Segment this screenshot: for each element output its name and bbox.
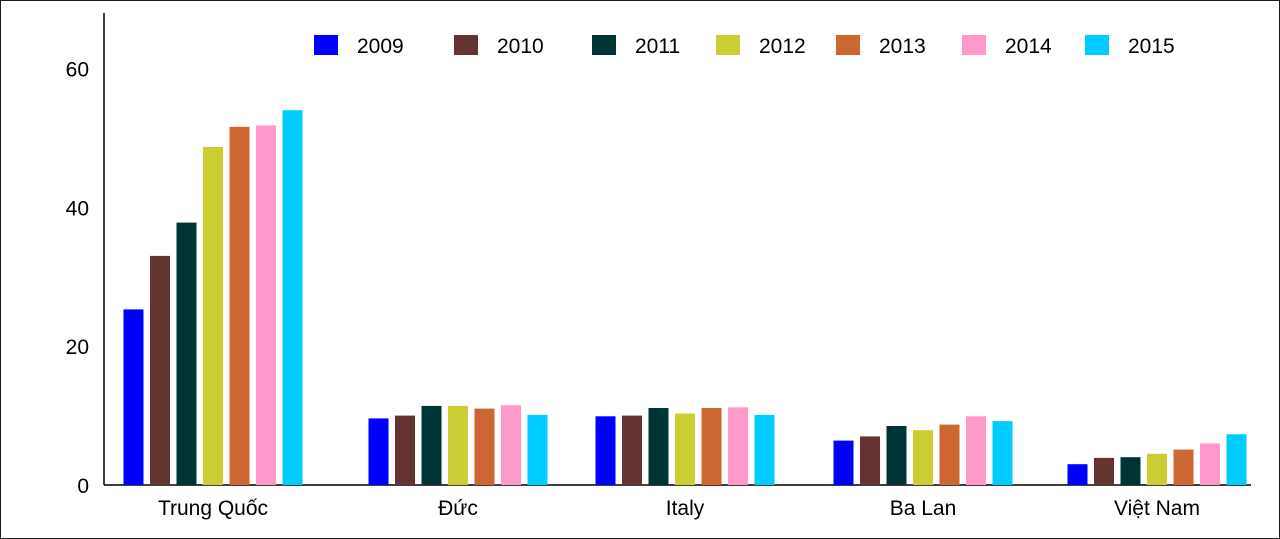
bar-2013-0 — [229, 126, 250, 486]
y-tick-label: 20 — [66, 336, 89, 359]
x-tick-label: Việt Nam — [1114, 497, 1200, 520]
bar-2011-4 — [1120, 457, 1141, 485]
x-tick-label: Trung Quốc — [158, 497, 268, 520]
bar-2012-4 — [1147, 453, 1167, 485]
bar-2015-1 — [527, 414, 548, 485]
bar-2009-2 — [595, 416, 616, 485]
bar-2015-0 — [282, 110, 303, 485]
bar-2009-3 — [833, 440, 854, 485]
bar-2010-2 — [622, 415, 642, 485]
legend-label: 2012 — [759, 35, 806, 58]
bar-2009-0 — [123, 309, 144, 485]
y-tick-labels: 0 20 40 60 — [66, 59, 89, 498]
bar-2014-2 — [728, 407, 748, 485]
legend-swatch-2015 — [1085, 35, 1109, 55]
bar-2010-4 — [1094, 457, 1114, 485]
bar-2010-0 — [150, 255, 170, 485]
bar-2012-3 — [913, 430, 933, 485]
bar-2013-2 — [701, 408, 722, 485]
bar-2015-2 — [754, 414, 775, 485]
x-tick-label: Italy — [666, 497, 705, 520]
bar-2013-4 — [1173, 449, 1194, 485]
y-tick-label: 40 — [66, 197, 89, 220]
legend-label: 2014 — [1005, 35, 1052, 58]
bar-2013-1 — [474, 408, 495, 485]
legend-swatch-2011 — [592, 35, 616, 55]
legend-swatch-2010 — [454, 35, 478, 55]
x-tick-label: Ba Lan — [890, 497, 957, 520]
bar-2011-3 — [886, 426, 907, 485]
bar-2012-1 — [448, 405, 468, 485]
x-tick-label: Đức — [438, 497, 478, 520]
legend-label: 2011 — [635, 35, 680, 58]
legend-label: 2009 — [357, 35, 404, 58]
y-tick-label: 0 — [77, 475, 89, 498]
bar-2014-4 — [1200, 443, 1220, 485]
bar-2009-1 — [368, 418, 389, 485]
bars — [123, 110, 1247, 486]
bar-2010-1 — [395, 415, 415, 485]
bar-2011-0 — [176, 222, 197, 485]
y-tick-label: 60 — [66, 59, 89, 82]
bar-2009-4 — [1067, 464, 1088, 485]
bar-2015-4 — [1226, 434, 1247, 485]
legend-swatch-2013 — [836, 35, 860, 55]
bar-2013-3 — [939, 424, 960, 485]
x-tick-labels: Trung Quốc Đức Italy Ba Lan Việt Nam — [158, 497, 1200, 520]
bar-2015-3 — [992, 421, 1013, 485]
bar-2012-2 — [675, 413, 695, 485]
legend-label: 2013 — [879, 35, 926, 58]
bar-2011-2 — [648, 408, 669, 485]
legend: 2009 2010 2011 2012 2013 2014 2015 — [314, 35, 1175, 58]
legend-label: 2010 — [497, 35, 544, 58]
bar-2011-1 — [421, 405, 442, 485]
legend-swatch-2009 — [314, 35, 338, 55]
bar-2014-0 — [256, 125, 276, 486]
bar-2012-0 — [203, 147, 223, 485]
legend-swatch-2012 — [716, 35, 740, 55]
bar-2010-3 — [860, 436, 880, 485]
legend-swatch-2014 — [962, 35, 986, 55]
bar-2014-1 — [501, 405, 521, 485]
bar-2014-3 — [966, 416, 986, 485]
legend-label: 2015 — [1128, 35, 1175, 58]
